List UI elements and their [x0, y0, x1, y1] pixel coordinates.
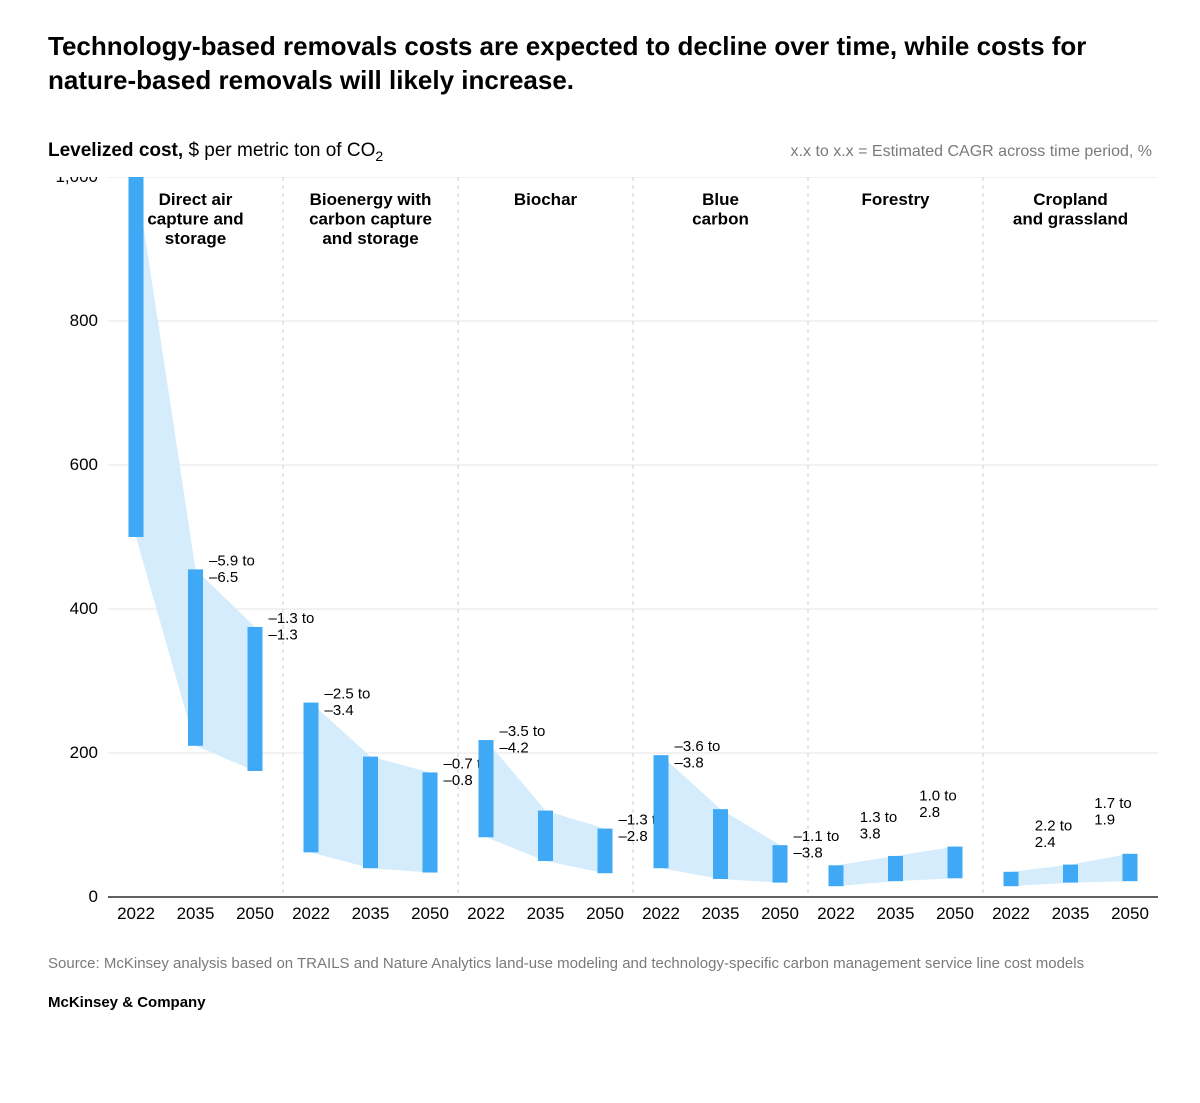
chart-container: 0 200 400 600 800 1,000 2022 2035 2050 Direct air…	[48, 177, 1152, 927]
svg-text:2050: 2050	[236, 904, 274, 923]
svg-text:2035: 2035	[877, 904, 915, 923]
legend-note: x.x to x.x = Estimated CAGR across time …	[791, 143, 1152, 161]
svg-text:Croplandand grassland: Croplandand grassland	[1013, 190, 1128, 229]
source-text: Source: McKinsey analysis based on TRAIL…	[48, 955, 1152, 972]
svg-text:–1.1 to–3.8: –1.1 to–3.8	[794, 829, 840, 863]
svg-text:2035: 2035	[527, 904, 565, 923]
svg-text:Forestry: Forestry	[861, 190, 930, 209]
svg-text:600: 600	[70, 455, 98, 474]
svg-text:2022: 2022	[817, 904, 855, 923]
range-bar-chart: 0 200 400 600 800 1,000 2022 2035 2050 Direct air…	[48, 177, 1158, 927]
svg-text:2050: 2050	[411, 904, 449, 923]
svg-text:Bluecarbon: Bluecarbon	[692, 190, 749, 229]
svg-text:–3.6 to–3.8: –3.6 to–3.8	[675, 739, 721, 773]
svg-text:Direct aircapture andstorage: Direct aircapture andstorage	[147, 190, 243, 248]
svg-text:2050: 2050	[936, 904, 974, 923]
svg-text:2022: 2022	[467, 904, 505, 923]
svg-text:1.0 to2.8: 1.0 to2.8	[919, 788, 957, 822]
svg-text:Biochar: Biochar	[514, 190, 578, 209]
svg-text:2022: 2022	[992, 904, 1030, 923]
svg-text:2050: 2050	[1111, 904, 1149, 923]
svg-text:400: 400	[70, 599, 98, 618]
svg-text:–1.3 to–1.3: –1.3 to–1.3	[269, 610, 315, 644]
svg-text:800: 800	[70, 311, 98, 330]
subtitle-subscript: 2	[375, 147, 383, 163]
svg-text:1.3 to3.8: 1.3 to3.8	[860, 809, 898, 843]
svg-text:0: 0	[89, 887, 98, 906]
chart-title: Technology-based removals costs are expe…	[48, 30, 1152, 98]
svg-text:–5.9 to–6.5: –5.9 to–6.5	[209, 553, 255, 587]
svg-text:1,000: 1,000	[55, 177, 98, 186]
svg-text:1.7 to1.9: 1.7 to1.9	[1094, 795, 1132, 829]
brand-text: McKinsey & Company	[48, 994, 1152, 1011]
svg-text:2035: 2035	[702, 904, 740, 923]
subtitle-bold: Levelized cost,	[48, 140, 183, 161]
svg-text:–3.5 to–4.2: –3.5 to–4.2	[500, 723, 546, 757]
subtitle-row: Levelized cost, $ per metric ton of CO2 …	[48, 140, 1152, 164]
svg-text:Bioenergy withcarbon capturean: Bioenergy withcarbon captureand storage	[309, 190, 432, 248]
svg-text:2022: 2022	[117, 904, 155, 923]
svg-text:2035: 2035	[177, 904, 215, 923]
y-axis-label: Levelized cost, $ per metric ton of CO2	[48, 140, 383, 164]
subtitle-rest: $ per metric ton of CO	[183, 140, 375, 161]
svg-text:–2.5 to–3.4: –2.5 to–3.4	[325, 686, 371, 720]
svg-text:2.2 to2.4: 2.2 to2.4	[1035, 818, 1073, 852]
svg-text:2050: 2050	[761, 904, 799, 923]
svg-text:2035: 2035	[1052, 904, 1090, 923]
svg-text:200: 200	[70, 743, 98, 762]
svg-text:2022: 2022	[642, 904, 680, 923]
svg-text:2050: 2050	[586, 904, 624, 923]
svg-text:2035: 2035	[352, 904, 390, 923]
svg-text:2022: 2022	[292, 904, 330, 923]
